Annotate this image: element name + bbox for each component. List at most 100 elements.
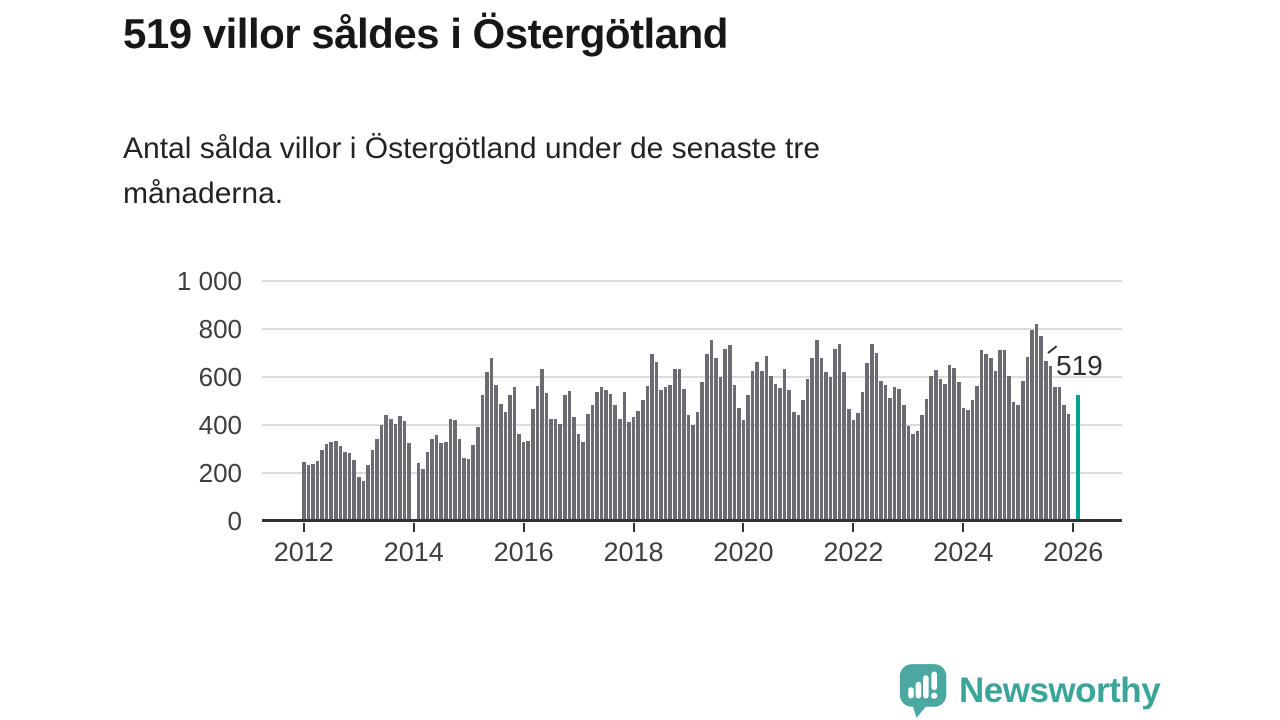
bar <box>778 388 782 520</box>
x-tick-mark <box>522 523 525 532</box>
bar <box>1066 413 1071 520</box>
bar <box>814 340 819 520</box>
bar <box>521 442 526 520</box>
bar <box>700 382 705 520</box>
brand-attribution[interactable]: Newsworthy <box>898 662 1161 720</box>
bar <box>979 350 984 520</box>
bar <box>915 431 920 520</box>
x-tick-mark <box>1072 523 1075 532</box>
bar <box>476 427 480 520</box>
bar <box>1011 402 1016 520</box>
bar <box>1007 375 1011 520</box>
bar <box>677 369 682 520</box>
bar <box>755 361 759 520</box>
y-tick-label: 0 <box>227 506 242 536</box>
bar <box>393 424 398 520</box>
bar <box>805 379 810 520</box>
bar <box>384 415 389 520</box>
bar <box>320 450 324 520</box>
bar <box>471 445 476 520</box>
bar <box>627 422 631 520</box>
bar <box>874 352 879 520</box>
page-title: 519 villor såldes i Östergötland <box>123 10 728 57</box>
bar <box>494 384 498 520</box>
bar <box>324 444 329 520</box>
bar <box>782 369 787 520</box>
bar <box>966 410 970 520</box>
bar <box>901 404 906 520</box>
bar <box>1043 360 1048 520</box>
x-tick-label: 2012 <box>273 537 334 567</box>
bar <box>613 404 618 520</box>
bar <box>462 458 466 520</box>
bar <box>567 390 572 520</box>
bar <box>663 387 668 520</box>
bar <box>517 434 521 520</box>
brand-name: Newsworthy <box>959 671 1161 710</box>
bar <box>453 420 457 520</box>
bar <box>686 415 691 520</box>
bar <box>952 367 956 520</box>
bar <box>897 388 901 520</box>
bar <box>563 395 567 520</box>
gridline <box>262 328 1122 330</box>
bar <box>727 345 732 520</box>
bar <box>714 358 718 520</box>
bar <box>489 357 494 520</box>
bar <box>311 464 315 520</box>
bar <box>888 398 892 520</box>
bar <box>929 375 934 520</box>
bar <box>526 440 530 520</box>
bar <box>636 410 640 520</box>
bar <box>608 394 613 520</box>
plot-area <box>262 280 1122 522</box>
bar <box>654 361 659 520</box>
bar <box>837 344 842 520</box>
y-tick-label: 200 <box>198 458 242 488</box>
bar <box>975 385 979 520</box>
bar <box>622 392 627 520</box>
bar <box>833 349 837 520</box>
bar <box>421 468 425 520</box>
bar <box>512 387 517 520</box>
bar <box>828 377 833 520</box>
bar <box>984 354 988 520</box>
subtitle-line-1: Antal sålda villor i Östergötland under … <box>123 132 821 165</box>
subtitle-line-2: månaderna. <box>123 177 284 210</box>
bar <box>618 419 622 520</box>
y-tick-label: 600 <box>198 362 242 392</box>
bar <box>764 355 769 520</box>
bar <box>425 451 430 520</box>
bar <box>938 379 943 520</box>
bar <box>508 395 512 520</box>
bar <box>443 442 448 520</box>
x-tick-mark <box>412 523 415 532</box>
bar <box>398 415 402 520</box>
bar <box>1002 350 1007 520</box>
bar <box>718 377 723 520</box>
gridline <box>262 376 1122 378</box>
bar <box>796 415 801 520</box>
x-tick-label: 2024 <box>933 537 994 567</box>
bar <box>672 369 677 520</box>
bar <box>723 348 727 520</box>
gridline <box>262 424 1122 426</box>
bar <box>1021 380 1025 520</box>
bar <box>819 357 824 520</box>
bar <box>746 395 750 520</box>
bar <box>750 370 755 520</box>
bar <box>356 476 361 520</box>
bar <box>352 459 356 520</box>
bar <box>379 425 384 520</box>
bar <box>302 461 306 520</box>
bar <box>439 443 443 520</box>
bar <box>595 392 599 520</box>
bar <box>338 446 343 520</box>
bar <box>553 418 558 520</box>
bar <box>370 450 375 520</box>
bar <box>544 393 549 520</box>
bar <box>801 400 805 520</box>
bar <box>911 433 915 520</box>
bar <box>906 425 911 520</box>
